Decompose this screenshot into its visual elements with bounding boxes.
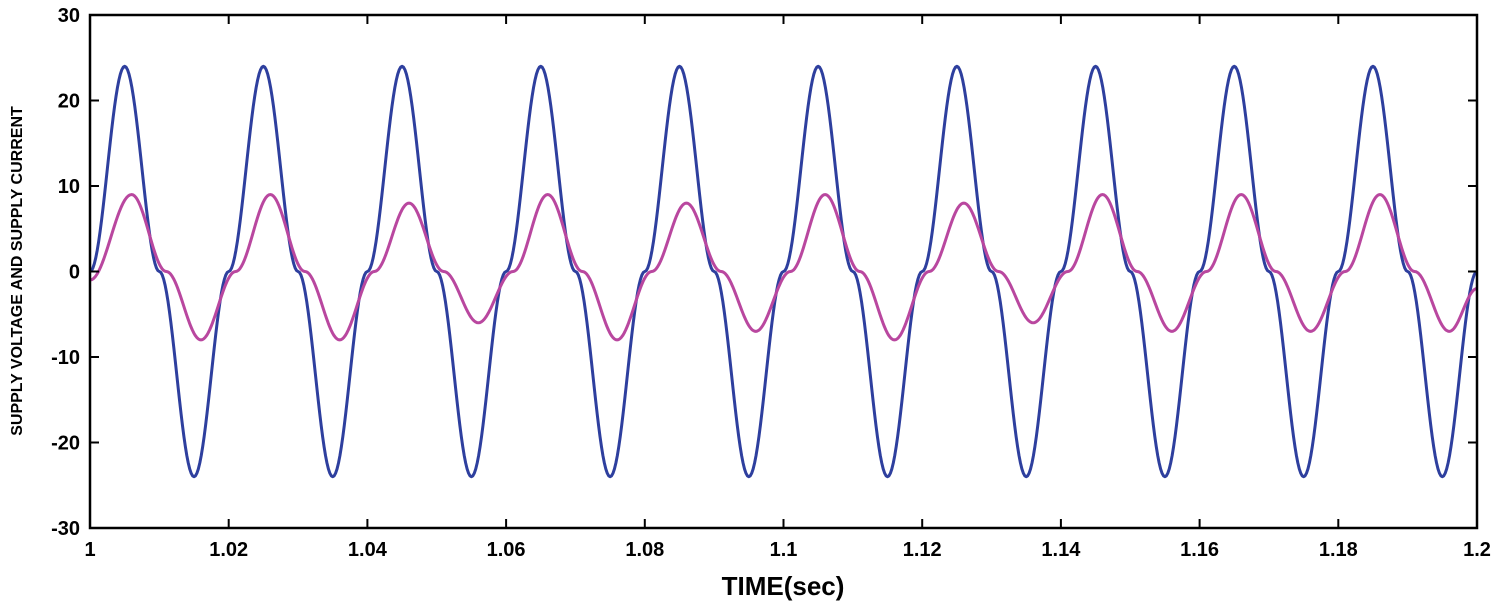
- y-tick-label: 10: [58, 176, 80, 198]
- y-tick-label: 0: [69, 262, 80, 284]
- x-tick-label: 1.16: [1180, 539, 1219, 561]
- y-tick-label: -10: [51, 347, 80, 369]
- x-tick-label: 1.2: [1463, 539, 1491, 561]
- x-tick-label: 1.14: [1041, 539, 1081, 561]
- x-tick-label: 1: [84, 539, 95, 561]
- y-tick-label: 30: [58, 5, 80, 27]
- x-tick-label: 1.08: [625, 539, 664, 561]
- x-tick-label: 1.1: [770, 539, 798, 561]
- x-tick-label: 1.12: [903, 539, 942, 561]
- x-axis-title: TIME(sec): [722, 571, 845, 601]
- ticks-layer: 1 1.02 1.04 1.06 1.08 1.1 1.12 1.14 1.16 1.18 1.2 -…: [51, 5, 1491, 561]
- y-tick-label: 20: [58, 91, 80, 113]
- series-line-1: [90, 64, 1477, 479]
- x-tick-label: 1.06: [487, 539, 526, 561]
- x-tick-label: 1.02: [209, 539, 248, 561]
- series-layer: [90, 64, 1477, 479]
- x-tick-label: 1.18: [1319, 539, 1358, 561]
- y-tick-label: -20: [51, 433, 80, 455]
- x-tick-label: 1.04: [348, 539, 388, 561]
- y-tick-label: -30: [51, 518, 80, 540]
- y-axis-title: SUPPLY VOLTAGE AND SUPPLY CURRENT: [9, 106, 26, 436]
- series-line-2: [90, 193, 1477, 342]
